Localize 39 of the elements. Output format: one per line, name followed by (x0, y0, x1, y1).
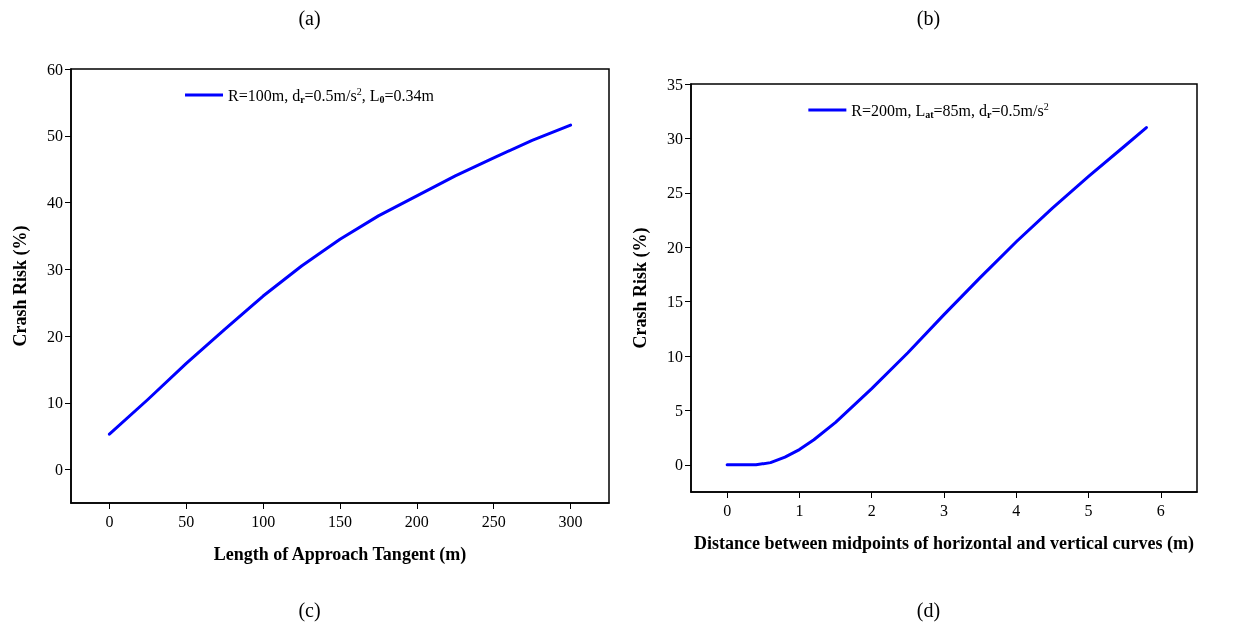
x-tick-label: 150 (328, 512, 352, 530)
text: (d) (916, 599, 941, 622)
y-tick-label: 20 (47, 327, 63, 345)
x-tick-label: 2 (867, 501, 876, 519)
text: (a) (298, 7, 321, 30)
x-axis-title: Distance between midpoints of horizontal and vertical curves (m) (694, 533, 1194, 554)
y-tick-label: 60 (47, 60, 63, 78)
x-tick-label: 200 (404, 512, 429, 530)
x-axis-title: Length of Approach Tangent (m) (213, 544, 467, 565)
x-tick-label: 50 (178, 512, 195, 530)
y-tick-label: 30 (47, 260, 63, 278)
y-tick-label: 30 (667, 129, 683, 147)
x-tick-label: 3 (940, 501, 948, 519)
x-tick-label: 5 (1084, 501, 1093, 519)
y-tick-label: 50 (47, 127, 63, 145)
text: (b) (916, 7, 941, 30)
y-tick-label: 35 (667, 75, 683, 93)
x-tick-label: 0 (723, 501, 732, 519)
line-series (725, 126, 1148, 467)
line-series (107, 123, 573, 436)
y-tick-label: 5 (675, 401, 683, 419)
y-tick-label: 0 (55, 461, 63, 479)
y-tick-label: 10 (667, 347, 683, 365)
y-tick-label: 25 (667, 184, 683, 202)
y-axis-title: Crash Risk (%) (630, 227, 651, 349)
x-tick-label: 6 (1156, 501, 1165, 519)
y-tick-label: 0 (675, 456, 683, 474)
y-axis-title: Crash Risk (%) (10, 225, 31, 347)
y-tick-label: 15 (667, 293, 683, 311)
x-tick-label: 0 (105, 512, 114, 530)
y-tick-label: 20 (667, 238, 683, 256)
x-tick-label: 1 (795, 501, 804, 519)
x-tick-label: 250 (481, 512, 506, 530)
text: (c) (298, 599, 321, 622)
x-tick-label: 100 (251, 512, 276, 530)
x-tick-label: 4 (1012, 501, 1021, 519)
y-tick-label: 40 (47, 194, 63, 212)
y-tick-label: 10 (47, 394, 63, 412)
x-tick-label: 300 (558, 512, 583, 530)
